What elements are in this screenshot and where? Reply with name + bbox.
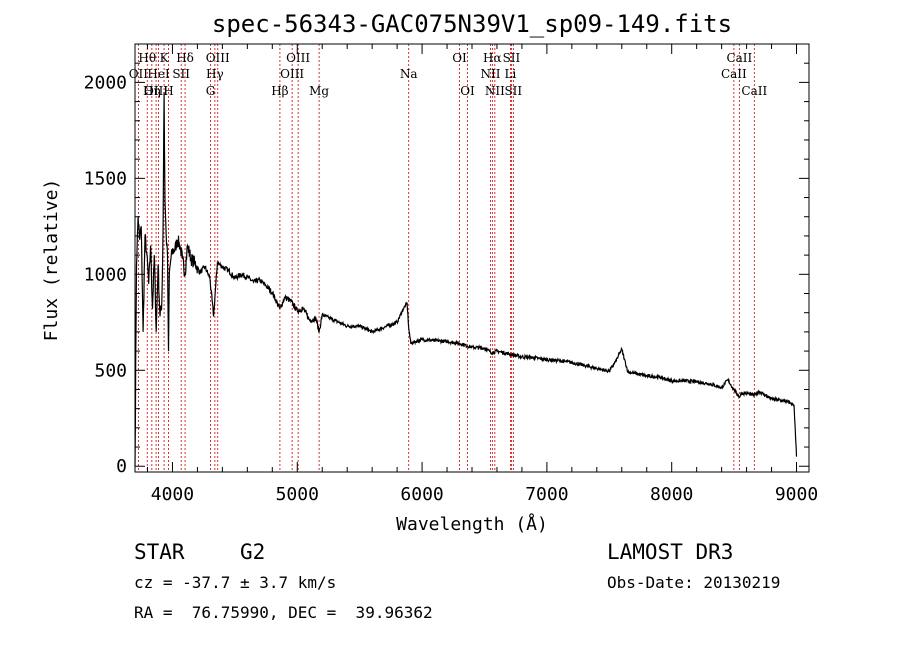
spectral-line-label: Li — [505, 67, 517, 81]
object-subclass: G2 — [240, 540, 266, 564]
spectral-line-label: H — [163, 84, 173, 98]
spectral-line-label: K — [160, 51, 170, 65]
x-tick-label: 5000 — [276, 484, 319, 505]
spectral-line-label: OI — [452, 51, 467, 65]
x-tick-label: 6000 — [400, 484, 443, 505]
spectral-line-label: Hθ — [138, 51, 156, 65]
spectral-line-label: NII — [485, 84, 505, 98]
spectral-line-label: Na — [400, 67, 418, 81]
spectral-line-label: SII — [503, 51, 521, 65]
y-tick-label: 0 — [116, 456, 127, 477]
y-tick-label: 500 — [94, 360, 127, 381]
spectral-line-label: Mg — [309, 84, 329, 98]
y-tick-label: 1500 — [84, 168, 127, 189]
spectral-line-label: SII — [172, 67, 190, 81]
spectral-line-label: OIII — [144, 84, 168, 98]
spectral-line-label: CaII — [741, 84, 767, 98]
spectral-line-label: HeI — [147, 67, 170, 81]
spectral-line-label: OII — [129, 67, 149, 81]
spectral-line-label: Hβ — [271, 84, 288, 98]
spectral-line-markers — [137, 44, 755, 472]
spectral-line-label: OI — [460, 84, 475, 98]
spectral-line-label: Hγ — [206, 67, 224, 81]
spectral-line-label: Hη — [143, 84, 161, 98]
survey-name: LAMOST DR3 — [607, 540, 734, 564]
spectral-line-label: Hα — [483, 51, 502, 65]
object-class: STAR — [134, 540, 185, 564]
x-tick-label: 7000 — [525, 484, 568, 505]
spectral-line-label: SII — [504, 84, 522, 98]
spectral-line-label: OIII — [206, 51, 230, 65]
spectral-line-label: Hδ — [176, 51, 194, 65]
y-axis-label: Flux (relative) — [41, 179, 62, 342]
axis-ticks: 4000 5000 6000 7000 8000 9000 0 500 1000 1500 2000 — [84, 44, 818, 505]
spectral-line-label: NII — [480, 67, 500, 81]
spectral-line-label: CaII — [726, 51, 752, 65]
spectral-line-label: OIII — [280, 67, 304, 81]
flux-series-line — [134, 91, 798, 467]
chart-title: spec-56343-GAC075N39V1_sp09-149.fits — [212, 10, 732, 38]
x-axis-label: Wavelength (Å) — [396, 513, 548, 535]
coordinates: RA = 76.75990, DEC = 39.96362 — [134, 603, 433, 622]
x-tick-label: 8000 — [650, 484, 693, 505]
observation-date: Obs-Date: 20130219 — [607, 573, 781, 592]
plot-frame — [134, 43, 810, 473]
y-tick-label: 2000 — [84, 72, 127, 93]
spectral-line-label: OIII — [286, 51, 310, 65]
x-tick-label: 4000 — [151, 484, 194, 505]
redshift-info: cz = -37.7 ± 3.7 km/s — [134, 573, 337, 592]
spectral-line-label: CaII — [721, 67, 747, 81]
x-tick-label: 9000 — [775, 484, 818, 505]
y-tick-label: 1000 — [84, 264, 127, 285]
spectral-line-label: G — [206, 84, 216, 98]
